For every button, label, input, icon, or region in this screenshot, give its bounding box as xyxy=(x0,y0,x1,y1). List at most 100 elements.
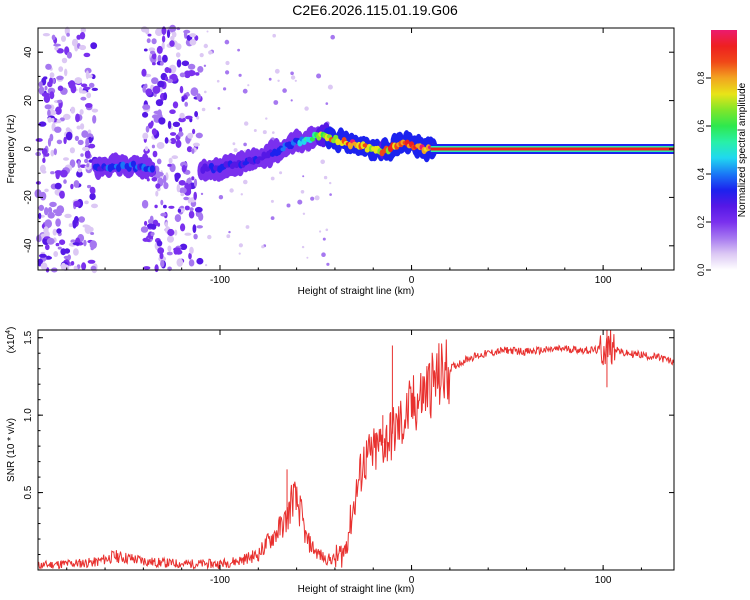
noise-speck xyxy=(56,119,62,124)
noise-speck xyxy=(89,192,96,201)
noise-speck xyxy=(41,148,48,155)
noise-speck xyxy=(45,244,50,251)
noise-speck xyxy=(151,52,157,60)
noise-speck xyxy=(47,81,53,88)
noise-speck xyxy=(80,153,84,157)
noise-speck xyxy=(169,40,175,47)
noise-speck xyxy=(88,143,96,149)
noise-speck xyxy=(171,31,177,38)
noise-speck xyxy=(156,158,162,165)
noise-speck xyxy=(167,228,175,237)
noise-speck xyxy=(290,99,293,102)
noise-speck xyxy=(316,73,322,79)
noise-speck xyxy=(144,220,148,226)
snr-y-axis: 0.5 1.0 1.5 xyxy=(23,330,674,556)
noise-speck xyxy=(39,164,46,173)
noise-speck xyxy=(167,163,172,167)
noise-speck xyxy=(183,196,189,201)
noise-speck xyxy=(178,180,186,186)
noise-speck xyxy=(142,104,151,110)
noise-speck xyxy=(225,70,230,75)
noise-speck xyxy=(154,264,159,273)
noise-speck xyxy=(90,265,97,271)
noise-speck xyxy=(179,85,184,94)
noise-speck xyxy=(300,190,305,194)
snr-xlabel: Height of straight line (km) xyxy=(298,584,415,595)
snr-scale-label: (x10 xyxy=(6,333,17,353)
noise-speck xyxy=(70,261,75,266)
noise-speck xyxy=(77,139,84,146)
noise-speck xyxy=(228,230,231,234)
noise-speck xyxy=(92,115,97,124)
noise-speck xyxy=(56,139,63,145)
noise-speck xyxy=(162,54,168,63)
noise-speck xyxy=(57,85,64,92)
noise-speck xyxy=(59,239,66,245)
noise-speck xyxy=(80,90,87,94)
noise-speck xyxy=(179,187,187,194)
noise-speck xyxy=(290,71,294,76)
noise-speck xyxy=(77,168,83,173)
noise-speck xyxy=(148,122,153,129)
noise-speck xyxy=(193,191,197,201)
noise-cloud xyxy=(34,24,336,274)
noise-speck xyxy=(156,45,163,54)
noise-speck xyxy=(42,157,46,163)
noise-speck xyxy=(50,149,55,157)
noise-speck xyxy=(199,53,204,58)
ridge-core xyxy=(149,165,155,173)
noise-speck xyxy=(322,237,326,241)
noise-speck xyxy=(329,181,332,185)
noise-speck xyxy=(217,107,221,110)
noise-speck xyxy=(145,125,150,133)
noise-speck xyxy=(52,228,57,236)
snr-scale-exponent: 4 xyxy=(5,330,12,334)
noise-speck xyxy=(59,169,68,178)
noise-speck xyxy=(85,103,93,108)
noise-speck xyxy=(237,48,241,52)
noise-speck xyxy=(232,142,236,146)
noise-speck xyxy=(325,102,329,105)
noise-speck xyxy=(240,193,243,196)
noise-speck xyxy=(265,117,268,120)
noise-speck xyxy=(204,90,207,94)
noise-speck xyxy=(238,243,243,248)
ridge-core xyxy=(362,143,368,148)
noise-speck xyxy=(91,87,99,91)
noise-speck xyxy=(73,265,78,271)
noise-speck xyxy=(143,266,151,270)
noise-speck xyxy=(44,188,49,193)
noise-speck xyxy=(75,113,80,123)
noise-speck xyxy=(79,32,86,40)
noise-speck xyxy=(42,33,51,37)
noise-speck xyxy=(323,175,328,180)
x-tick-label: 0 xyxy=(409,575,415,586)
noise-speck xyxy=(270,199,274,203)
noise-speck xyxy=(82,224,90,228)
noise-speck xyxy=(89,240,98,250)
x-tick-label: -100 xyxy=(210,275,230,286)
noise-speck xyxy=(189,39,197,46)
noise-speck xyxy=(171,155,179,160)
noise-speck xyxy=(188,259,195,267)
noise-speck xyxy=(38,212,42,220)
noise-speck xyxy=(73,200,81,208)
noise-speck xyxy=(261,245,265,249)
noise-speck xyxy=(176,184,181,193)
noise-speck xyxy=(155,183,161,189)
snr-scale-factor: (x104) xyxy=(5,327,17,354)
noise-speck xyxy=(150,232,154,237)
noise-speck xyxy=(73,180,80,188)
noise-speck xyxy=(191,176,195,181)
y-tick-label: 0 xyxy=(23,146,34,152)
noise-speck xyxy=(186,146,193,153)
noise-speck xyxy=(170,137,177,145)
noise-speck xyxy=(174,249,183,255)
noise-speck xyxy=(151,144,155,149)
noise-speck xyxy=(80,96,87,101)
noise-speck xyxy=(184,232,192,236)
noise-speck xyxy=(184,169,191,175)
noise-speck xyxy=(272,33,277,38)
noise-speck xyxy=(78,216,85,223)
noise-speck xyxy=(178,117,186,123)
